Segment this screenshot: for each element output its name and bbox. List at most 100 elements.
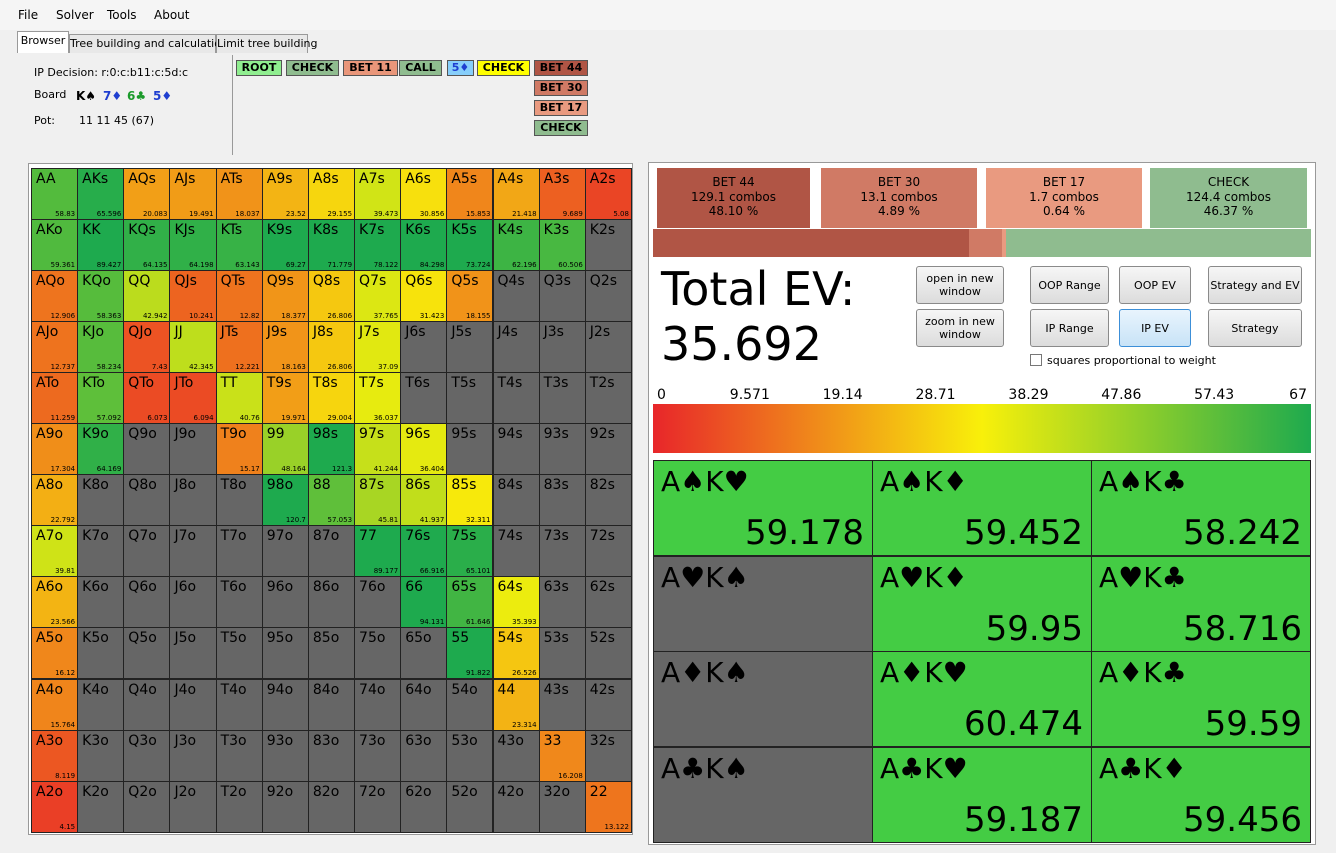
button[interactable]: open in new window xyxy=(916,266,1004,304)
range-cell[interactable]: T6o xyxy=(215,576,263,629)
menu-item[interactable]: Solver xyxy=(56,8,94,22)
range-cell[interactable]: T7o xyxy=(215,525,263,578)
range-cell[interactable]: 84s xyxy=(492,474,540,527)
range-cell[interactable]: J4o xyxy=(169,678,217,731)
range-cell[interactable]: T5s xyxy=(446,372,494,425)
range-cell[interactable]: K4s 62.196 xyxy=(492,219,540,272)
range-cell[interactable]: QJo 7.43 xyxy=(123,321,171,374)
range-cell[interactable]: Q6o xyxy=(123,576,171,629)
range-cell[interactable]: Q7s 37.765 xyxy=(354,270,402,323)
range-cell[interactable]: J9s 18.163 xyxy=(261,321,309,374)
combo-cell[interactable]: A♦K♥ 60.474 xyxy=(872,651,1092,747)
range-cell[interactable]: 43o xyxy=(492,729,540,782)
combo-cell[interactable]: A♣K♠ xyxy=(653,746,873,843)
range-cell[interactable]: T7s 36.037 xyxy=(354,372,402,425)
range-cell[interactable]: 32o xyxy=(538,780,586,833)
range-cell[interactable]: J8s 26.806 xyxy=(307,321,356,374)
range-cell[interactable]: TT 40.76 xyxy=(215,372,263,425)
range-cell[interactable]: KQo 58.363 xyxy=(77,270,125,323)
range-cell[interactable]: 33 16.208 xyxy=(538,729,586,782)
range-cell[interactable]: 73s xyxy=(538,525,586,578)
button[interactable]: IP Range xyxy=(1030,309,1109,347)
range-cell[interactable]: 66 94.131 xyxy=(400,576,448,629)
range-cell[interactable]: KTo 57.092 xyxy=(77,372,125,425)
range-cell[interactable]: J8o xyxy=(169,474,217,527)
range-cell[interactable]: A8o 22.792 xyxy=(31,474,79,527)
tree-option[interactable]: BET 17 xyxy=(534,100,588,116)
range-cell[interactable]: J2o xyxy=(169,780,217,833)
range-cell[interactable]: Q8o xyxy=(123,474,171,527)
range-cell[interactable]: KTs 63.143 xyxy=(215,219,263,272)
range-cell[interactable]: T3o xyxy=(215,729,263,782)
range-cell[interactable]: 43s xyxy=(538,678,586,731)
range-cell[interactable]: 87s 45.81 xyxy=(354,474,402,527)
range-cell[interactable]: AQs 20.083 xyxy=(123,168,171,221)
tree-option[interactable]: BET 30 xyxy=(534,80,588,96)
range-cell[interactable]: 97s 41.244 xyxy=(354,423,402,476)
range-cell[interactable]: 52o xyxy=(446,780,494,833)
range-cell[interactable]: 97o xyxy=(261,525,309,578)
range-cell[interactable]: ATo 11.259 xyxy=(31,372,79,425)
range-cell[interactable]: T6s xyxy=(400,372,448,425)
button[interactable]: Strategy xyxy=(1208,309,1302,347)
range-cell[interactable]: 42s xyxy=(584,678,632,731)
range-cell[interactable]: 64o xyxy=(400,678,448,731)
range-cell[interactable]: A5o 16.12 xyxy=(31,627,79,680)
range-cell[interactable]: 53o xyxy=(446,729,494,782)
tab[interactable]: Tree building and calculation xyxy=(69,34,228,53)
range-cell[interactable]: 54s 26.526 xyxy=(492,627,540,680)
combo-cell[interactable]: A♣K♥ 59.187 xyxy=(872,746,1092,843)
range-cell[interactable]: J6o xyxy=(169,576,217,629)
range-cell[interactable]: A2s 5.08 xyxy=(584,168,632,221)
range-cell[interactable]: K2s xyxy=(584,219,632,272)
tree-option[interactable]: CHECK xyxy=(534,120,588,136)
checkbox-box[interactable] xyxy=(1030,354,1042,366)
range-cell[interactable]: 96o xyxy=(261,576,309,629)
range-cell[interactable]: A2o 4.15 xyxy=(31,780,79,833)
range-cell[interactable]: A7o 39.81 xyxy=(31,525,79,578)
range-cell[interactable]: Q5s 18.155 xyxy=(446,270,494,323)
range-cell[interactable]: 76o xyxy=(354,576,402,629)
range-cell[interactable]: AKo 59.361 xyxy=(31,219,79,272)
range-cell[interactable]: 99 48.164 xyxy=(261,423,309,476)
range-cell[interactable]: K4o xyxy=(77,678,125,731)
range-cell[interactable]: K2o xyxy=(77,780,125,833)
combo-cell[interactable]: A♦K♠ xyxy=(653,651,873,747)
tab[interactable]: Browser xyxy=(17,31,69,53)
button[interactable]: OOP EV xyxy=(1119,266,1191,304)
range-cell[interactable]: 75o xyxy=(354,627,402,680)
range-cell[interactable]: 65o xyxy=(400,627,448,680)
tree-node[interactable]: BET 11 xyxy=(343,60,398,76)
button[interactable]: Strategy and EV xyxy=(1208,266,1302,304)
range-cell[interactable]: 65s 61.646 xyxy=(446,576,494,629)
range-cell[interactable]: 63s xyxy=(538,576,586,629)
range-cell[interactable]: 86s 41.937 xyxy=(400,474,448,527)
range-cell[interactable]: A9o 17.304 xyxy=(31,423,79,476)
action-box[interactable]: BET 44 129.1 combos 48.10 % xyxy=(657,168,810,228)
range-cell[interactable]: A5s 15.853 xyxy=(446,168,494,221)
range-cell[interactable]: QQ 42.942 xyxy=(123,270,171,323)
range-cell[interactable]: J6s xyxy=(400,321,448,374)
range-cell[interactable]: A4s 21.418 xyxy=(492,168,540,221)
range-cell[interactable]: KJs 64.198 xyxy=(169,219,217,272)
range-cell[interactable]: 64s 35.393 xyxy=(492,576,540,629)
range-cell[interactable]: 72o xyxy=(354,780,402,833)
range-cell[interactable]: J3s xyxy=(538,321,586,374)
range-cell[interactable]: Q5o xyxy=(123,627,171,680)
range-cell[interactable]: 84o xyxy=(307,678,356,731)
range-cell[interactable]: ATs 18.037 xyxy=(215,168,263,221)
range-cell[interactable]: 94o xyxy=(261,678,309,731)
menu-item[interactable]: About xyxy=(154,8,190,22)
combo-cell[interactable]: A♥K♦ 59.95 xyxy=(872,555,1092,652)
range-cell[interactable]: A7s 39.473 xyxy=(354,168,402,221)
range-cell[interactable]: QJs 10.241 xyxy=(169,270,217,323)
combo-cell[interactable]: A♠K♣ 58.242 xyxy=(1091,460,1311,556)
range-cell[interactable]: A3o 8.119 xyxy=(31,729,79,782)
range-cell[interactable]: KK 89.427 xyxy=(77,219,125,272)
range-cell[interactable]: Q7o xyxy=(123,525,171,578)
range-cell[interactable]: K8o xyxy=(77,474,125,527)
range-cell[interactable]: 83s xyxy=(538,474,586,527)
range-cell[interactable]: T5o xyxy=(215,627,263,680)
range-cell[interactable]: 32s xyxy=(584,729,632,782)
range-cell[interactable]: 94s xyxy=(492,423,540,476)
